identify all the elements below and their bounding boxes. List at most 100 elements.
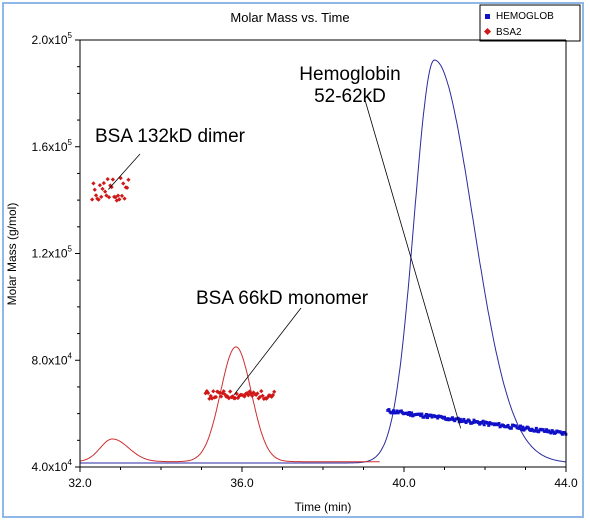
- hemoglob-point: [526, 426, 530, 430]
- hemoglob-point: [514, 424, 518, 428]
- y-axis-title: Molar Mass (g/mol): [5, 203, 19, 306]
- bsa2-point: [101, 180, 106, 186]
- series-hemoglob-points: [386, 408, 568, 436]
- y-tick-exponent: 4: [68, 351, 73, 360]
- hemoglob-point: [435, 415, 439, 419]
- hemoglob-point: [545, 428, 549, 432]
- hemoglob-point: [518, 424, 522, 428]
- hemoglob-point: [520, 428, 524, 432]
- y-tick-mantissa: 1.6x10: [32, 140, 68, 154]
- chart-frame: [2, 2, 584, 518]
- hemoglob-point: [480, 421, 484, 425]
- bsa2-point: [259, 389, 264, 394]
- bsa2-point: [99, 194, 104, 199]
- hemoglobin-trace: [80, 59, 566, 464]
- hemoglob-point: [406, 412, 410, 416]
- hemoglob-point: [420, 412, 424, 416]
- hemoglob-point: [457, 420, 461, 424]
- annotation-text: Hemoglobin: [299, 64, 400, 85]
- y-tick-exponent: 5: [68, 138, 73, 147]
- annotation-arrow: [233, 307, 302, 396]
- hemoglob-point: [461, 419, 465, 423]
- hemoglob-point: [436, 416, 440, 420]
- legend-marker-bsa2: [483, 27, 492, 36]
- bsa2-point: [119, 193, 125, 198]
- bsa2-point: [102, 189, 108, 194]
- bsa2-point: [121, 181, 126, 186]
- hemoglob-point: [467, 419, 471, 423]
- annotation-text: 52-62kD: [314, 86, 386, 107]
- hemoglob-point: [549, 431, 553, 435]
- bsa2-point: [122, 196, 127, 201]
- hemoglob-point: [477, 421, 481, 425]
- bsa2-point: [255, 391, 260, 396]
- hemoglob-point: [554, 431, 558, 435]
- x-tick-label: 32.0: [68, 476, 92, 490]
- plot-area: [79, 59, 568, 464]
- y-tick-mantissa: 1.2x10: [32, 247, 68, 261]
- hemoglob-point: [537, 430, 541, 434]
- bsa2-point: [126, 177, 131, 182]
- legend-box: [479, 4, 581, 42]
- hemoglob-point: [462, 417, 466, 421]
- hemoglob-point: [399, 409, 403, 413]
- x-axis-ticks: 32.0 36.0 40.0 44.0: [68, 467, 578, 490]
- bsa2-point: [250, 393, 255, 398]
- y-tick-label: 1.6x105: [32, 138, 73, 154]
- hemoglob-point: [478, 422, 482, 426]
- hemoglob-point: [450, 416, 454, 420]
- bsa2-point: [97, 183, 103, 188]
- bsa2-point: [270, 392, 276, 398]
- y-tick-exponent: 5: [68, 31, 73, 40]
- bsa2-point: [217, 390, 222, 396]
- bsa2-point: [106, 195, 112, 200]
- bsa2-point: [272, 389, 277, 394]
- y-tick-exponent: 4: [68, 458, 73, 467]
- y-tick-mantissa: 4.0x10: [32, 460, 68, 474]
- bsa2-point: [92, 187, 97, 192]
- x-tick-label: 44.0: [554, 476, 578, 490]
- hemoglob-point: [458, 417, 462, 421]
- bsa2-point: [110, 177, 116, 182]
- bsa2-point: [93, 193, 99, 198]
- y-tick-label: 4.0x104: [32, 458, 73, 474]
- hemoglob-point: [487, 423, 491, 427]
- hemoglob-point: [509, 426, 513, 430]
- y-tick-exponent: 5: [68, 245, 73, 254]
- bsa2-point: [115, 193, 121, 198]
- x-tick-label: 40.0: [392, 476, 416, 490]
- hemoglob-point: [410, 411, 414, 415]
- y-tick-label: 2.0x105: [32, 31, 73, 47]
- hemoglob-point: [521, 425, 525, 429]
- annotation-arrow: [364, 99, 462, 429]
- bsa2-point: [91, 181, 96, 186]
- legend-marker-hemoglob: [485, 14, 490, 19]
- bsa2-point: [221, 389, 226, 394]
- annotation-arrow: [108, 153, 141, 190]
- bsa2-point: [105, 176, 110, 182]
- series-bsa2-points: [90, 176, 277, 402]
- bsa2-point: [218, 394, 224, 399]
- hemoglob-point: [443, 415, 446, 419]
- y-tick-label: 8.0x104: [32, 351, 73, 367]
- hemoglob-point: [423, 414, 427, 418]
- legend-label-bsa2: BSA2: [496, 27, 522, 38]
- hemoglob-point: [497, 421, 501, 425]
- y-tick-mantissa: 2.0x10: [32, 33, 68, 47]
- bsa2-point: [260, 393, 265, 398]
- annotation-text: BSA 66kD monomer: [196, 288, 369, 309]
- bsa2-point: [118, 176, 123, 181]
- x-axis-title: Time (min): [295, 500, 352, 514]
- hemoglob-point: [407, 411, 411, 415]
- hemoglob-point: [390, 411, 394, 415]
- bsa2-point: [125, 185, 130, 190]
- bsa2-point: [213, 394, 219, 400]
- bsa2-point: [109, 184, 114, 190]
- hemoglob-point: [481, 419, 485, 423]
- chart-title: Molar Mass vs. Time: [230, 10, 349, 25]
- hemoglob-point: [419, 414, 423, 418]
- y-tick-mantissa: 8.0x10: [32, 353, 68, 367]
